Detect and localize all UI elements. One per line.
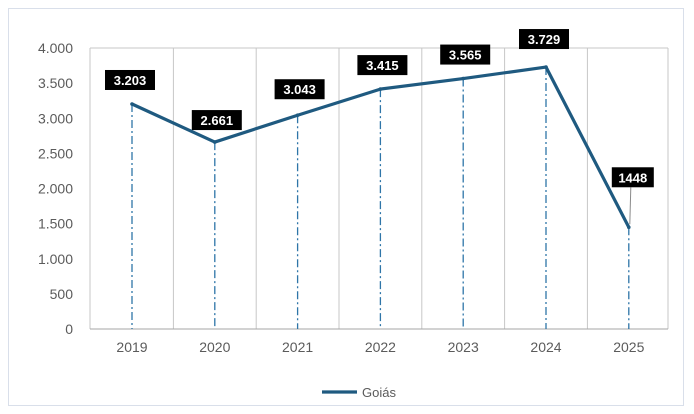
y-tick-label-6: 3.000	[38, 110, 73, 126]
grid-layer	[89, 47, 669, 329]
y-tick-label-8: 4.000	[38, 40, 73, 56]
data-label-leader-2025	[629, 187, 632, 225]
y-tick-label-1: 500	[50, 286, 74, 302]
y-tick-label-0: 0	[65, 321, 73, 337]
data-label-2022: 3.415	[366, 58, 399, 73]
data-point-2020	[213, 140, 217, 144]
x-tick-label-2020: 2020	[199, 339, 230, 355]
x-tick-label-2024: 2024	[530, 339, 561, 355]
legend: Goiás	[322, 385, 396, 400]
legend-label-goias: Goiás	[362, 385, 396, 400]
data-label-box-2020	[191, 110, 242, 131]
data-label-box-2024	[519, 29, 569, 50]
data-point-2025	[627, 225, 631, 230]
y-tick-label-3: 1.500	[38, 216, 73, 232]
y-tick-label-7: 3.500	[38, 75, 73, 91]
y-tick-label-2: 1.000	[38, 251, 73, 267]
data-label-box-2019	[105, 69, 155, 90]
x-tick-label-2022: 2022	[365, 339, 396, 355]
series-layer	[130, 65, 631, 329]
data-label-2024: 3.729	[528, 32, 561, 47]
data-label-box-2021	[274, 79, 325, 100]
y-tick-label-5: 2.500	[38, 145, 73, 161]
y-tick-label-4: 2.000	[38, 181, 73, 197]
data-label-box-2025	[611, 167, 654, 188]
data-label-box-2022	[357, 55, 408, 76]
data-point-2023	[461, 76, 466, 81]
data-point-2024	[544, 65, 548, 69]
data-label-box-2023	[440, 44, 491, 65]
x-tick-label-2025: 2025	[613, 339, 644, 355]
axis-layer: 0 500 1.000 1.500 2.000 2.500 3.000 3.500 4.000 2…	[38, 40, 668, 355]
data-point-2021	[295, 113, 300, 118]
data-label-2019: 3.203	[114, 73, 147, 88]
data-label-2021: 3.043	[283, 82, 316, 97]
data-label-2023: 3.565	[449, 48, 482, 63]
data-label-2020: 2.661	[201, 113, 234, 128]
x-tick-label-2019: 2019	[116, 339, 147, 355]
x-tick-label-2023: 2023	[448, 339, 479, 355]
data-label-2025: 1448	[618, 170, 647, 185]
data-point-2022	[378, 87, 383, 91]
data-point-2019	[130, 102, 134, 106]
data-label-layer: 3.203 2.661 3.043 3.415 3.565 3.729 1448	[105, 29, 654, 225]
x-tick-label-2021: 2021	[282, 339, 313, 355]
